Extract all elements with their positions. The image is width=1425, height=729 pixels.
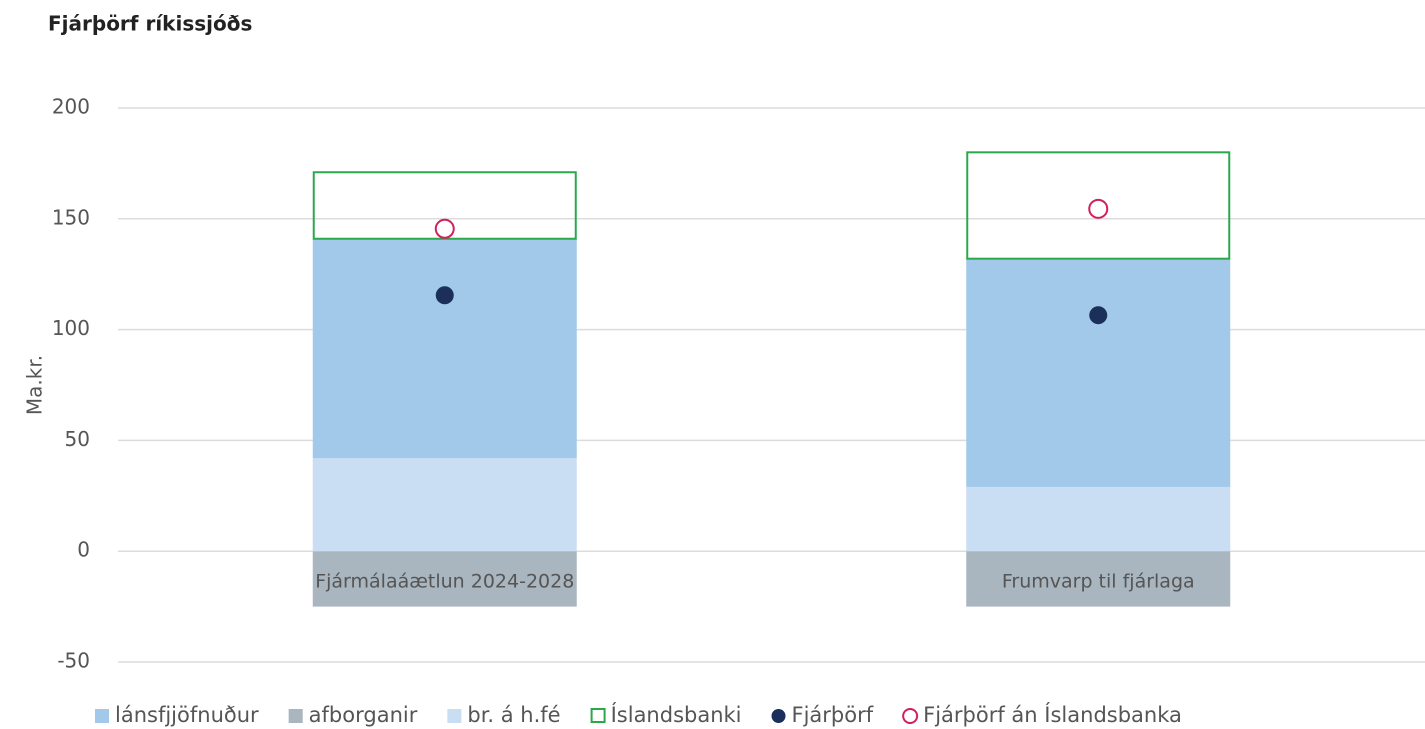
legend-label: br. á h.fé: [467, 703, 560, 727]
legend-label: afborganir: [309, 703, 418, 727]
bar: [966, 486, 1231, 552]
dot: [435, 286, 454, 305]
open-circle: [1088, 198, 1109, 219]
y-tick-label: 0: [77, 538, 90, 562]
dot: [1089, 306, 1108, 325]
bar: [312, 551, 577, 607]
bar: [966, 551, 1231, 607]
legend-swatch: [590, 708, 606, 723]
y-tick-label: 200: [52, 95, 90, 119]
y-tick-label: 50: [65, 427, 90, 451]
x-tick-label: Fjármálaáætlun 2024-2028: [315, 571, 574, 593]
legend-swatch: [902, 708, 919, 724]
y-tick-label: -50: [57, 649, 90, 673]
legend-swatch: [771, 709, 786, 723]
legend-swatch: [447, 709, 462, 723]
bar: [312, 458, 577, 552]
legend-label: lánsfjjöfnuður: [115, 703, 259, 727]
legend-label: Fjárþörf: [792, 703, 874, 727]
chart-title: Fjárþörf ríkissjóðs: [48, 12, 252, 36]
bar: [966, 258, 1231, 487]
y-axis-label: Ma.kr.: [23, 355, 47, 415]
bar-outline: [966, 151, 1231, 260]
bar-outline: [312, 171, 577, 240]
x-tick-label: Frumvarp til fjárlaga: [1002, 571, 1195, 593]
legend-swatch: [288, 709, 303, 723]
open-circle: [434, 218, 455, 239]
legend-label: Fjárþörf án Íslandsbanka: [923, 702, 1182, 727]
legend-swatch: [95, 709, 109, 723]
y-tick-label: 100: [52, 316, 90, 340]
y-tick-label: 150: [52, 205, 90, 229]
bar: [312, 238, 577, 459]
legend-label: Íslandsbanki: [611, 702, 742, 727]
